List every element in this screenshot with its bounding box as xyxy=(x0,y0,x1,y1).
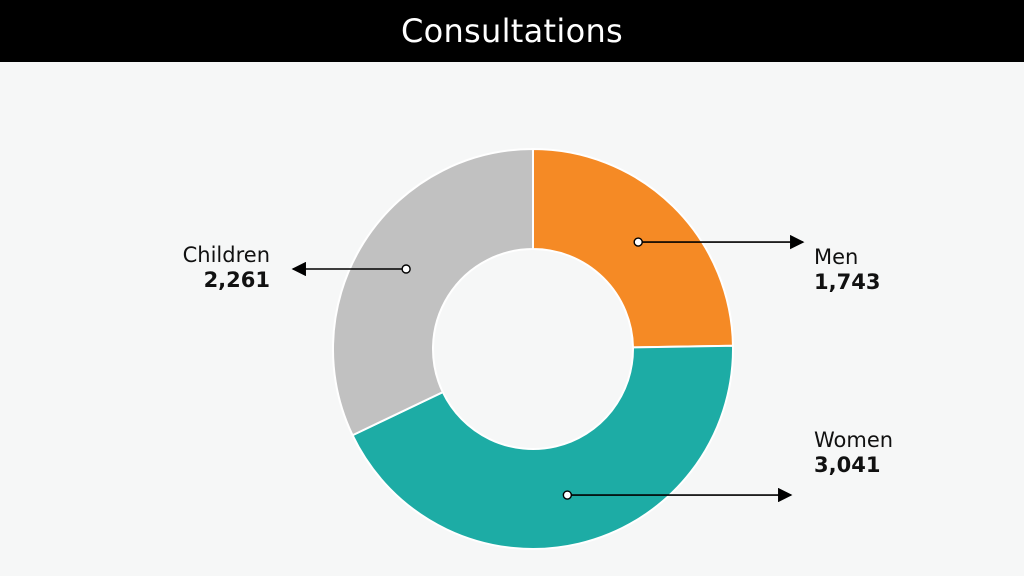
label-women-name: Women xyxy=(814,428,894,452)
leader-dot-men xyxy=(633,237,643,247)
slice-children xyxy=(332,147,534,437)
label-men-name: Men xyxy=(814,245,859,269)
leader-dot-children xyxy=(401,264,411,274)
slice-women xyxy=(351,344,734,550)
label-children-name: Children xyxy=(182,243,270,267)
leader-dot-women xyxy=(562,490,573,500)
chart-title: Consultations xyxy=(0,0,1024,62)
label-children-value: 2,261 xyxy=(203,268,270,293)
label-men: Men 1,743 xyxy=(814,245,954,295)
label-children: Children 2,261 xyxy=(150,243,270,293)
label-women-value: 3,041 xyxy=(814,453,881,478)
slice-men xyxy=(532,147,734,349)
leader-lines xyxy=(291,234,805,503)
label-men-value: 1,743 xyxy=(814,270,881,295)
donut-slices xyxy=(332,147,734,550)
label-women: Women 3,041 xyxy=(814,428,954,478)
